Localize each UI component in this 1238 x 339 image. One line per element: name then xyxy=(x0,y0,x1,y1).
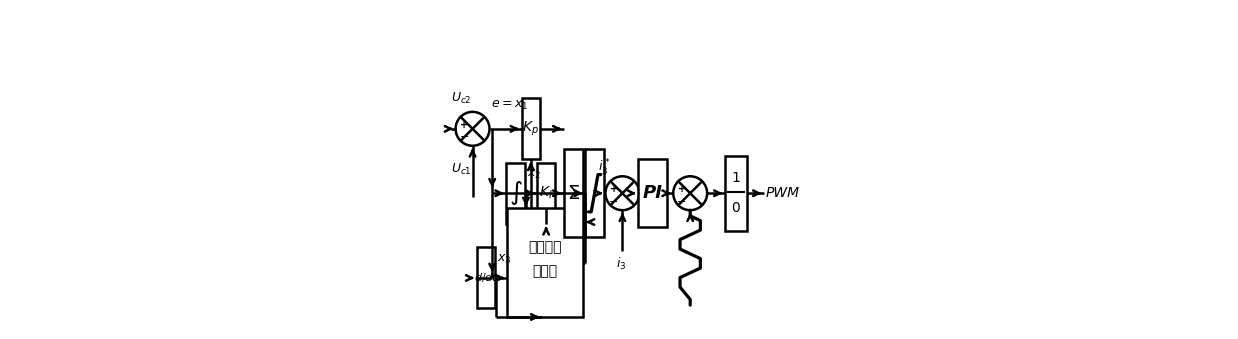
Text: 1: 1 xyxy=(732,171,740,185)
Text: −: − xyxy=(459,132,469,142)
Text: $x_3$: $x_3$ xyxy=(498,253,511,266)
FancyBboxPatch shape xyxy=(537,163,556,224)
Text: 参数自适: 参数自适 xyxy=(529,240,562,255)
Text: $K_p$: $K_p$ xyxy=(522,120,540,138)
Text: +: + xyxy=(677,184,686,194)
Text: +: + xyxy=(461,120,468,129)
Text: 0: 0 xyxy=(732,201,740,216)
Text: $U_{c1}$: $U_{c1}$ xyxy=(451,162,472,177)
FancyBboxPatch shape xyxy=(725,156,747,231)
FancyBboxPatch shape xyxy=(565,149,583,237)
Text: PI: PI xyxy=(643,184,662,202)
FancyBboxPatch shape xyxy=(586,149,604,237)
Text: −: − xyxy=(677,197,686,207)
Text: PWM: PWM xyxy=(765,186,800,200)
Text: $\Sigma$: $\Sigma$ xyxy=(567,184,579,203)
Text: $K_I$: $K_I$ xyxy=(540,185,553,201)
Text: $x_2$: $x_2$ xyxy=(526,168,541,181)
FancyBboxPatch shape xyxy=(506,163,525,224)
FancyBboxPatch shape xyxy=(521,98,540,159)
Text: $i_3$: $i_3$ xyxy=(615,256,626,273)
Text: $i_3^*$: $i_3^*$ xyxy=(598,158,610,178)
Text: $\int$: $\int$ xyxy=(509,179,522,207)
Text: +: + xyxy=(610,184,618,194)
Text: $d/dt$: $d/dt$ xyxy=(474,272,499,284)
FancyBboxPatch shape xyxy=(508,208,583,317)
Text: $e=x_1$: $e=x_1$ xyxy=(491,99,529,112)
FancyBboxPatch shape xyxy=(477,247,495,308)
Text: −: − xyxy=(609,197,619,207)
Text: $U_{c2}$: $U_{c2}$ xyxy=(451,91,472,106)
FancyBboxPatch shape xyxy=(639,159,667,227)
Text: 应调整: 应调整 xyxy=(532,264,558,278)
